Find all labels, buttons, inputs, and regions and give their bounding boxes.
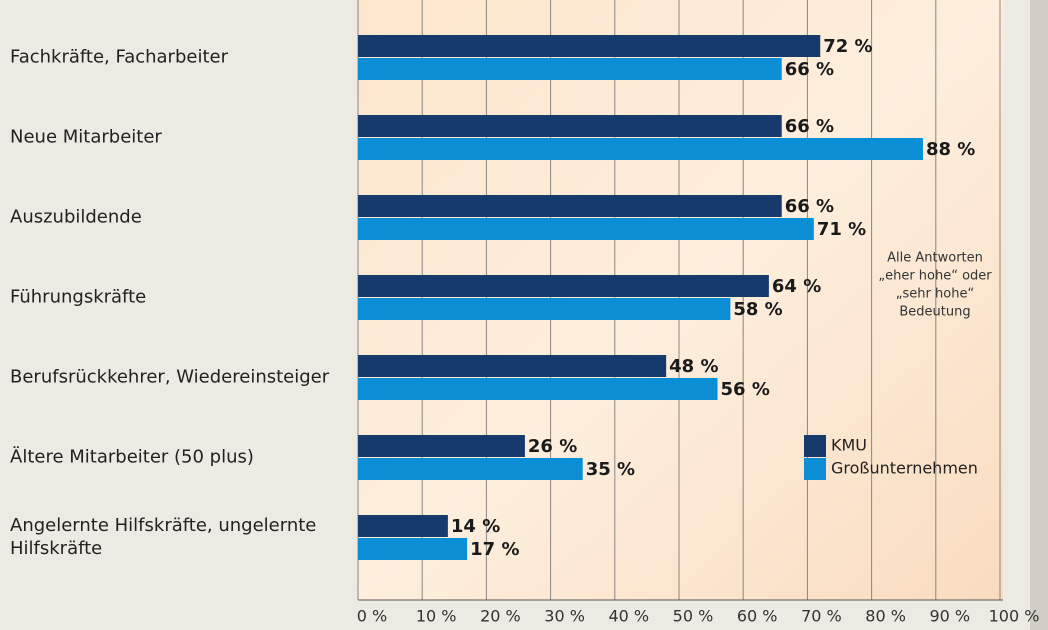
legend-label: Großunternehmen: [831, 459, 978, 478]
x-tick-label: 0 %: [357, 607, 387, 626]
annotation: „sehr hohe“: [896, 287, 974, 302]
x-tick-label: 100 %: [989, 607, 1040, 626]
bar: [358, 115, 782, 137]
value-label: 72 %: [823, 36, 872, 57]
bar: [358, 515, 448, 537]
value-label: 26 %: [528, 436, 577, 457]
value-label: 66 %: [785, 116, 834, 137]
bar: [358, 35, 821, 57]
x-tick-label: 60 %: [737, 607, 778, 626]
bar: [358, 298, 731, 320]
value-label: 56 %: [721, 379, 770, 400]
category-label: Fachkräfte, Facharbeiter: [10, 46, 228, 68]
annotation: Bedeutung: [899, 305, 970, 320]
value-label: 58 %: [733, 299, 782, 320]
legend-swatch: [804, 435, 826, 457]
category-label: Auszubildende: [10, 206, 142, 228]
category-label: Ältere Mitarbeiter (50 plus): [10, 446, 254, 468]
legend-swatch: [804, 458, 826, 480]
category-label: Führungskräfte: [10, 286, 147, 308]
x-tick-label: 70 %: [801, 607, 842, 626]
value-label: 88 %: [926, 139, 975, 160]
bar: [358, 458, 583, 480]
bar: [358, 218, 814, 240]
category-label: Berufsrückkehrer, Wiedereinsteiger: [10, 366, 330, 388]
x-tick-label: 10 %: [416, 607, 457, 626]
value-label: 71 %: [817, 219, 866, 240]
bar: [358, 58, 782, 80]
legend-label: KMU: [831, 436, 867, 455]
annotation: Alle Antworten: [887, 251, 983, 266]
value-label: 66 %: [785, 59, 834, 80]
bar: [358, 355, 667, 377]
bar: [358, 435, 525, 457]
x-tick-label: 80 %: [865, 607, 906, 626]
value-label: 14 %: [451, 516, 500, 537]
category-label: Neue Mitarbeiter: [10, 126, 162, 148]
bar: [358, 138, 923, 160]
value-label: 35 %: [586, 459, 635, 480]
bar: [358, 538, 468, 560]
x-tick-label: 50 %: [673, 607, 714, 626]
category-label: Angelernte Hilfskräfte, ungelernte Hilfs…: [10, 515, 317, 559]
edge-strip: [1030, 0, 1048, 630]
value-label: 48 %: [669, 356, 718, 377]
annotation: „eher hohe“ oder: [878, 269, 992, 284]
x-tick-label: 30 %: [544, 607, 585, 626]
value-label: 17 %: [470, 539, 519, 560]
value-label: 66 %: [785, 196, 834, 217]
bar: [358, 195, 782, 217]
value-label: 64 %: [772, 276, 821, 297]
x-tick-label: 40 %: [608, 607, 649, 626]
bar: [358, 378, 718, 400]
bar: [358, 275, 769, 297]
x-tick-label: 20 %: [480, 607, 521, 626]
x-tick-label: 90 %: [929, 607, 970, 626]
